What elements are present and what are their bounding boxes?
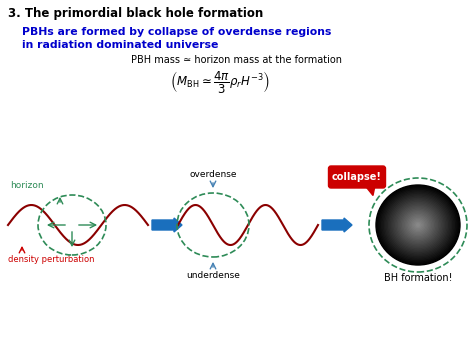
Ellipse shape bbox=[399, 206, 438, 244]
Text: collapse!: collapse! bbox=[332, 172, 382, 182]
Ellipse shape bbox=[396, 204, 440, 246]
Ellipse shape bbox=[402, 210, 433, 240]
FancyArrow shape bbox=[322, 218, 352, 232]
Ellipse shape bbox=[410, 217, 427, 233]
Text: overdense: overdense bbox=[189, 170, 237, 179]
Ellipse shape bbox=[380, 189, 456, 261]
Ellipse shape bbox=[407, 214, 429, 236]
Ellipse shape bbox=[412, 220, 424, 230]
Ellipse shape bbox=[397, 205, 439, 245]
Ellipse shape bbox=[417, 224, 419, 226]
Text: BH formation!: BH formation! bbox=[384, 273, 452, 283]
Text: $\left( M_{\mathrm{BH}} \simeq \dfrac{4\pi}{3} \rho_r H^{-3} \right)$: $\left( M_{\mathrm{BH}} \simeq \dfrac{4\… bbox=[170, 69, 270, 95]
Text: PBH mass ≃ horizon mass at the formation: PBH mass ≃ horizon mass at the formation bbox=[131, 55, 343, 65]
Ellipse shape bbox=[376, 185, 460, 265]
Ellipse shape bbox=[393, 201, 443, 249]
Ellipse shape bbox=[384, 193, 452, 257]
Ellipse shape bbox=[377, 186, 459, 264]
Text: 3. The primordial black hole formation: 3. The primordial black hole formation bbox=[8, 7, 263, 20]
Polygon shape bbox=[365, 186, 375, 196]
Text: PBHs are formed by collapse of overdense regions: PBHs are formed by collapse of overdense… bbox=[22, 27, 331, 37]
Ellipse shape bbox=[390, 198, 446, 252]
Ellipse shape bbox=[414, 221, 422, 229]
Ellipse shape bbox=[401, 209, 435, 241]
Ellipse shape bbox=[411, 218, 425, 232]
Ellipse shape bbox=[394, 202, 442, 248]
FancyBboxPatch shape bbox=[328, 166, 385, 188]
Text: underdense: underdense bbox=[186, 271, 240, 280]
Ellipse shape bbox=[379, 188, 457, 262]
Ellipse shape bbox=[408, 216, 428, 234]
Ellipse shape bbox=[383, 192, 453, 258]
Text: in radiation dominated universe: in radiation dominated universe bbox=[22, 40, 219, 50]
Text: horizon: horizon bbox=[10, 181, 44, 190]
Ellipse shape bbox=[415, 222, 421, 228]
FancyArrow shape bbox=[152, 218, 182, 232]
Ellipse shape bbox=[400, 208, 436, 242]
Ellipse shape bbox=[392, 200, 445, 250]
Ellipse shape bbox=[387, 196, 449, 254]
Ellipse shape bbox=[404, 212, 432, 238]
Ellipse shape bbox=[386, 194, 450, 256]
Ellipse shape bbox=[405, 213, 430, 237]
Ellipse shape bbox=[389, 197, 447, 253]
Text: density perturbation: density perturbation bbox=[8, 255, 94, 264]
Ellipse shape bbox=[382, 190, 455, 260]
